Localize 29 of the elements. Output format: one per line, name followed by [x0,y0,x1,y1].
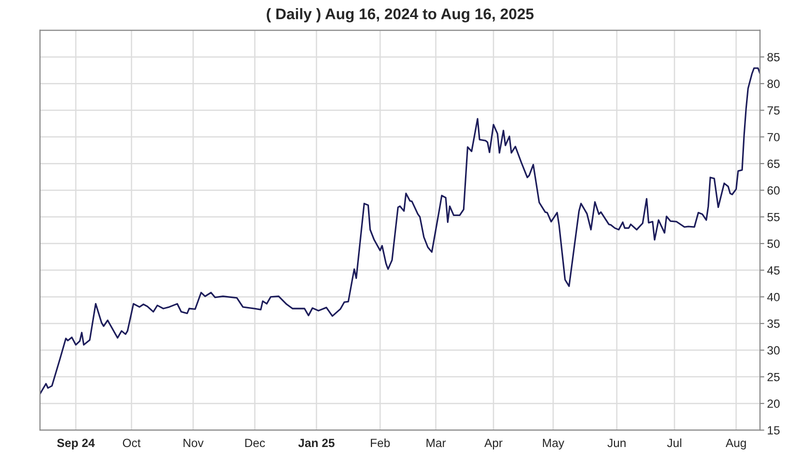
y-tick-label: 65 [768,160,780,168]
x-tick-label: Mar [426,438,446,448]
x-tick-label: Apr [484,438,502,450]
chart-title: ( Daily ) Aug 16, 2024 to Aug 16, 2025 [266,8,534,22]
x-tick-label: Nov [184,438,204,448]
y-tick-label: 70 [768,132,780,142]
x-tick-label: Aug [726,438,746,450]
line-series [40,67,760,395]
y-tick-label: 15 [768,426,780,435]
y-tick-label: 50 [767,240,780,248]
y-tick-label: 20 [768,399,780,408]
x-tick-label: Jul [667,438,682,448]
x-tick-label: Oct [122,438,141,448]
y-tick-label: 45 [767,266,780,275]
y-tick-label: 85 [767,52,780,62]
x-tick-label: Jun [607,438,626,448]
y-tick-label: 25 [768,372,780,382]
x-tick-label: Feb [370,438,390,448]
y-tick-label: 35 [767,320,780,328]
y-tick-label: 40 [767,292,780,302]
x-tick-label: May [542,438,564,450]
y-tick-label: 60 [768,186,780,195]
x-tick-label: Sep 24 [57,438,95,450]
y-tick-label: 80 [767,80,780,88]
x-tick-label: Dec [245,438,265,448]
y-tick-label: 55 [767,213,780,222]
x-tick-label: Jan 25 [298,438,335,448]
y-tick-label: 30 [767,346,780,355]
y-tick-label: 75 [768,106,780,115]
